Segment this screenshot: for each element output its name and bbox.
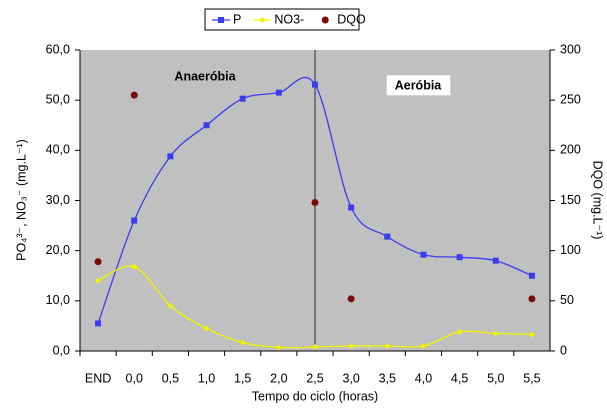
y2-axis-title: DQO (mg.L⁻¹) xyxy=(591,161,605,240)
y-tick-label: 40,0 xyxy=(46,143,70,157)
x-tick-label: 0,5 xyxy=(162,371,179,385)
y2-tick-label: 0 xyxy=(560,343,567,357)
data-point xyxy=(95,320,102,327)
data-point xyxy=(347,295,355,303)
x-tick-label: 2,0 xyxy=(270,371,287,385)
x-tick-label: 3,0 xyxy=(342,371,359,385)
data-point xyxy=(239,95,246,102)
data-point xyxy=(203,325,210,332)
data-point xyxy=(275,344,282,351)
y-axis-title: PO₄³⁻, NO₃⁻ (mg.L⁻¹) xyxy=(14,139,28,261)
y-tick-label: 0,0 xyxy=(53,343,70,357)
data-point xyxy=(492,330,499,337)
y-tick-label: 30,0 xyxy=(46,193,70,207)
legend-box xyxy=(204,8,360,31)
data-point xyxy=(492,257,499,264)
data-point xyxy=(312,343,318,350)
data-point xyxy=(167,302,174,309)
x-tick-label: 0,0 xyxy=(126,371,143,385)
phase-label: Aeróbia xyxy=(395,78,443,92)
data-point xyxy=(275,89,282,96)
legend-marker xyxy=(321,16,329,24)
data-point xyxy=(420,342,427,349)
data-point xyxy=(130,91,138,99)
x-axis-title: Tempo do ciclo (horas) xyxy=(252,389,378,403)
data-point xyxy=(384,342,391,349)
legend-marker xyxy=(259,17,266,23)
phase-label-box xyxy=(386,75,451,96)
data-point xyxy=(528,295,536,303)
data-point xyxy=(131,263,138,270)
y-tick-label: 60,0 xyxy=(46,42,70,56)
x-tick-label: 1,0 xyxy=(198,371,215,385)
data-point xyxy=(456,254,463,261)
legend-label: NO3- xyxy=(274,12,304,26)
phase-label: Anaeróbia xyxy=(174,69,236,83)
y2-tick-label: 100 xyxy=(560,243,581,257)
data-point xyxy=(528,331,535,338)
x-tick-label: 5,0 xyxy=(487,371,504,385)
x-tick-label: 1,5 xyxy=(234,371,251,385)
data-point xyxy=(131,217,138,224)
x-tick-label: 4,5 xyxy=(451,371,468,385)
data-point xyxy=(203,122,210,129)
y2-tick-label: 250 xyxy=(560,92,581,106)
y2-tick-label: 200 xyxy=(560,143,581,157)
data-point xyxy=(384,233,391,240)
y-tick-label: 20,0 xyxy=(46,243,70,257)
y2-tick-label: 50 xyxy=(560,293,574,307)
y-tick-label: 50,0 xyxy=(46,92,70,106)
data-point xyxy=(528,272,535,279)
x-tick-label: 5,5 xyxy=(523,371,540,385)
data-point xyxy=(95,277,102,284)
data-point xyxy=(348,342,355,349)
x-tick-label: END xyxy=(85,371,111,385)
data-point xyxy=(456,328,463,335)
data-point xyxy=(239,339,246,346)
legend-label: DQO xyxy=(337,12,366,26)
data-point xyxy=(311,199,319,207)
data-point xyxy=(420,251,427,258)
x-tick-label: 3,5 xyxy=(379,371,396,385)
x-tick-label: 2,5 xyxy=(306,371,323,385)
x-tick-label: 4,0 xyxy=(415,371,432,385)
y2-tick-label: 150 xyxy=(560,193,581,207)
data-point xyxy=(94,258,102,266)
y-tick-label: 10,0 xyxy=(46,293,70,307)
legend-label: P xyxy=(233,12,241,26)
data-point xyxy=(348,204,355,211)
y2-tick-label: 300 xyxy=(560,42,581,56)
data-point xyxy=(167,153,174,160)
data-point xyxy=(312,81,318,88)
legend-marker xyxy=(218,17,224,23)
